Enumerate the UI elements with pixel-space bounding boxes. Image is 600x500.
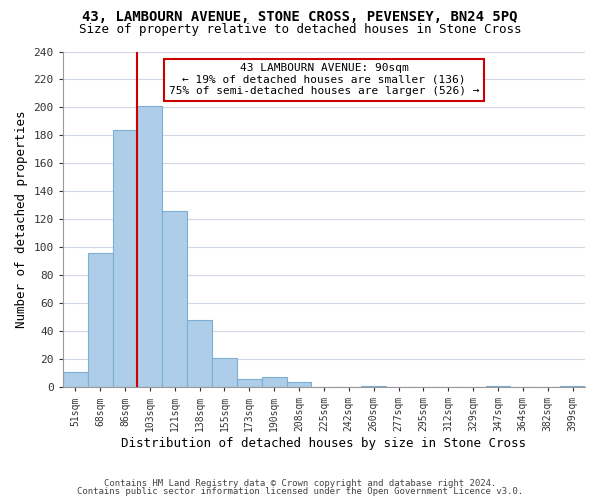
Bar <box>212 358 237 387</box>
Bar <box>361 386 386 387</box>
Bar <box>237 379 262 387</box>
Text: 43, LAMBOURN AVENUE, STONE CROSS, PEVENSEY, BN24 5PQ: 43, LAMBOURN AVENUE, STONE CROSS, PEVENS… <box>82 10 518 24</box>
Bar <box>287 382 311 387</box>
Bar <box>485 386 511 387</box>
Bar <box>187 320 212 387</box>
Text: Contains HM Land Registry data © Crown copyright and database right 2024.: Contains HM Land Registry data © Crown c… <box>104 478 496 488</box>
Bar <box>63 372 88 387</box>
Text: Size of property relative to detached houses in Stone Cross: Size of property relative to detached ho… <box>79 22 521 36</box>
Bar <box>262 378 287 387</box>
Bar <box>162 211 187 387</box>
X-axis label: Distribution of detached houses by size in Stone Cross: Distribution of detached houses by size … <box>121 437 526 450</box>
Text: Contains public sector information licensed under the Open Government Licence v3: Contains public sector information licen… <box>77 487 523 496</box>
Bar <box>560 386 585 387</box>
Text: 43 LAMBOURN AVENUE: 90sqm
← 19% of detached houses are smaller (136)
75% of semi: 43 LAMBOURN AVENUE: 90sqm ← 19% of detac… <box>169 63 479 96</box>
Y-axis label: Number of detached properties: Number of detached properties <box>15 110 28 328</box>
Bar <box>88 253 113 387</box>
Bar <box>137 106 162 387</box>
Bar <box>113 130 137 387</box>
